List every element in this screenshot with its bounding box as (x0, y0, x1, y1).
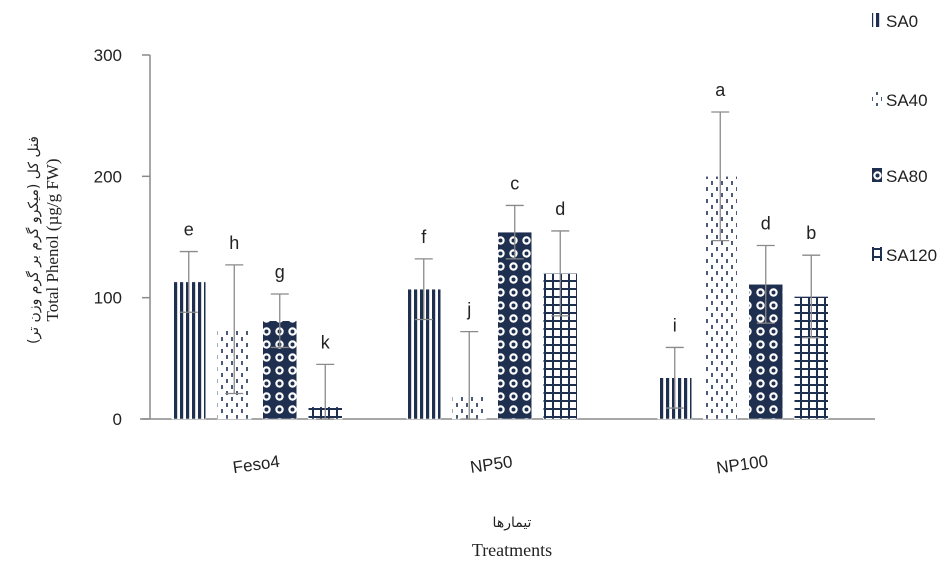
significance-letter: b (806, 223, 816, 243)
legend-label-sa120: SA120 (886, 246, 937, 265)
y-axis-title-fa: فنل کل (میکرو گرم بر گرم وزن تر) (25, 136, 42, 344)
significance-letter: e (184, 220, 194, 240)
legend-swatch-sa120 (872, 247, 882, 261)
significance-letter: k (321, 332, 331, 352)
significance-letter: j (466, 300, 471, 320)
y-ticks: 0 100 200 300 (94, 46, 150, 429)
bars: e f i h j a g c d k d b (171, 80, 829, 420)
y-axis-label: Total Phenol (µg/g FW) (43, 158, 62, 321)
legend-swatch-sa80 (872, 168, 882, 182)
y-axis-title: Total Phenol (µg/g FW) (43, 158, 62, 321)
legend-label-sa0: SA0 (886, 12, 918, 31)
significance-letter: i (673, 315, 677, 335)
x-axis-label: Treatments (472, 540, 552, 560)
legend-label-sa40: SA40 (886, 91, 928, 110)
legend-swatch-sa40 (872, 92, 882, 106)
significance-letter: a (715, 80, 726, 100)
bar-sa80-np50 (497, 231, 532, 420)
category-labels: Feso4 NP50 NP100 (232, 452, 770, 478)
significance-letter: g (275, 262, 285, 282)
significance-letter: d (555, 199, 565, 219)
category-label-np100: NP100 (715, 452, 769, 478)
y-tick-label: 0 (113, 410, 122, 429)
category-label-np50: NP50 (469, 452, 514, 477)
y-tick-label: 200 (94, 167, 122, 186)
legend-swatch-sa0 (872, 13, 882, 27)
category-label-feso4: Feso4 (232, 452, 281, 477)
significance-letter: d (761, 213, 771, 233)
legend: SA0 SA40 SA80 SA120 (872, 12, 937, 265)
y-axis-label-fa: فنل کل (میکرو گرم بر گرم وزن تر) (25, 136, 42, 344)
y-tick-label: 300 (94, 46, 122, 65)
significance-letter: f (421, 227, 427, 247)
x-axis-label-fa: تیمارها (493, 515, 532, 531)
significance-letter: c (510, 173, 519, 193)
significance-letter: h (229, 233, 239, 253)
legend-label-sa80: SA80 (886, 167, 928, 186)
y-tick-label: 100 (94, 289, 122, 308)
